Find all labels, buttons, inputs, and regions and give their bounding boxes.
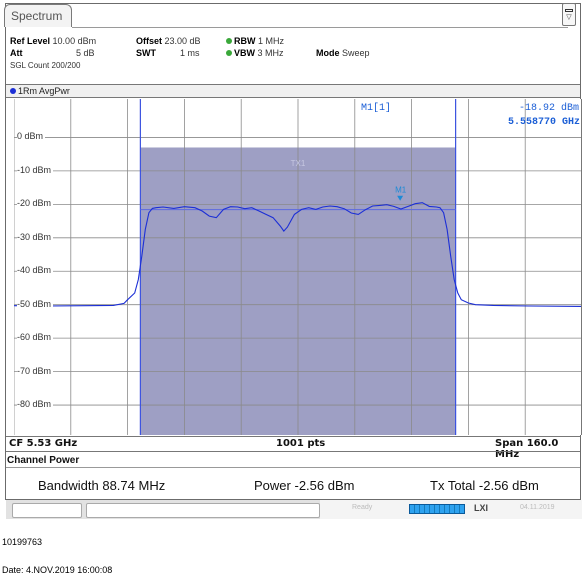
ref-level-label: Ref Level — [10, 36, 51, 46]
power-result: Power -2.56 dBm — [254, 478, 354, 493]
trace-indicator-icon — [10, 88, 16, 94]
channel-label-tx1: TX1 — [291, 159, 306, 168]
marker-m1-label: M1 — [395, 186, 407, 195]
att-setting[interactable]: Att — [10, 48, 23, 59]
screenshot-date: Date: 4.NOV.2019 16:00:08 — [2, 565, 113, 575]
att-value-field: 5 dB — [76, 48, 95, 59]
power-label: Power — [254, 478, 291, 493]
tx-total-label: Tx Total — [430, 478, 476, 493]
y-tick-label: -40 dBm — [17, 265, 54, 276]
tab-spectrum[interactable]: Spectrum — [4, 4, 72, 27]
plot-footer-divider — [6, 436, 580, 437]
status-field-left[interactable] — [12, 503, 82, 518]
center-frequency[interactable]: CF 5.53 GHz — [9, 438, 78, 449]
status-date: 04.11.2019 — [520, 504, 555, 511]
screenshot-id: 10199763 — [2, 537, 43, 547]
y-tick-label: 0 dBm — [17, 131, 46, 142]
rbw-value: 1 MHz — [258, 36, 285, 46]
att-value: 5 dB — [76, 48, 95, 58]
swt-label: SWT — [136, 48, 156, 58]
spectrum-plot-svg: TX1 M1 — [13, 99, 583, 436]
sgl-count: SGL Count 200/200 — [10, 60, 80, 71]
mode-label: Mode — [316, 48, 340, 58]
chevron-down-icon: ▽ — [566, 13, 572, 21]
vbw-value: 3 MHz — [257, 48, 284, 58]
sgl-count-value: SGL Count 200/200 — [10, 61, 81, 70]
rbw-label: RBW — [234, 36, 256, 46]
marker-frequency: 5.558770 GHz — [508, 117, 581, 128]
tab-divider — [72, 27, 568, 28]
trace-avgpwr-line — [13, 202, 583, 307]
marker-m1-triangle — [397, 195, 404, 201]
rbw-coupled-icon — [226, 38, 232, 44]
bandwidth-result: Bandwidth 88.74 MHz — [38, 478, 165, 493]
y-tick-label: -50 dBm — [17, 298, 54, 309]
mode-value: Sweep — [342, 48, 370, 58]
status-field-message[interactable] — [86, 503, 320, 518]
span[interactable]: Span 160.0 MHz — [495, 438, 559, 460]
ref-level-setting[interactable]: Ref Level 10.00 dBm — [10, 36, 96, 47]
marker-name: M1[1] — [361, 103, 392, 114]
status-ready: Ready — [352, 504, 373, 511]
trace-label: 1Rm AvgPwr — [18, 86, 70, 96]
layout-toggle-icon[interactable]: ▽ — [562, 3, 576, 26]
vbw-setting[interactable]: VBW 3 MHz — [224, 48, 284, 59]
offset-setting[interactable]: Offset 23.00 dB — [136, 36, 201, 47]
channel-power-title: Channel Power — [7, 455, 80, 466]
lxi-icon: LXI — [474, 503, 489, 513]
vbw-label: VBW — [234, 48, 255, 58]
bandwidth-value: 88.74 MHz — [102, 478, 166, 493]
mode-setting[interactable]: Mode Sweep — [316, 48, 370, 59]
bandwidth-label: Bandwidth — [38, 478, 99, 493]
swt-value-field: 1 ms — [180, 48, 200, 59]
channel-power-divider — [6, 451, 580, 452]
y-tick-label: -20 dBm — [17, 198, 54, 209]
rbw-setting[interactable]: RBW 1 MHz — [224, 36, 284, 47]
spectrum-plot[interactable]: TX1 M1 — [13, 99, 583, 436]
power-value: -2.56 dBm — [294, 478, 355, 493]
trace-label-bar: 1Rm AvgPwr — [6, 84, 580, 98]
offset-label: Offset — [136, 36, 163, 46]
vbw-coupled-icon — [226, 50, 232, 56]
layout-bar-icon — [565, 8, 573, 12]
y-tick-label: -60 dBm — [17, 332, 54, 343]
channel-power-header-line — [6, 467, 580, 468]
tx-total-value: -2.56 dBm — [478, 478, 539, 493]
att-label: Att — [10, 48, 23, 58]
measurement-progress-bar — [409, 504, 465, 514]
swt-value: 1 ms — [180, 48, 200, 58]
y-tick-label: -70 dBm — [17, 365, 54, 376]
y-tick-label: -30 dBm — [17, 231, 54, 242]
offset-value: 23.00 dB — [164, 36, 201, 46]
y-tick-label: -10 dBm — [17, 164, 54, 175]
swt-setting[interactable]: SWT — [136, 48, 156, 59]
y-tick-label: -80 dBm — [17, 399, 54, 410]
ref-level-value: 10.00 dBm — [52, 36, 97, 46]
tx-total-result: Tx Total -2.56 dBm — [430, 478, 539, 493]
tab-spectrum-label: Spectrum — [11, 9, 63, 23]
marker-level: -18.92 dBm — [519, 103, 580, 114]
sweep-points[interactable]: 1001 pts — [276, 438, 326, 449]
